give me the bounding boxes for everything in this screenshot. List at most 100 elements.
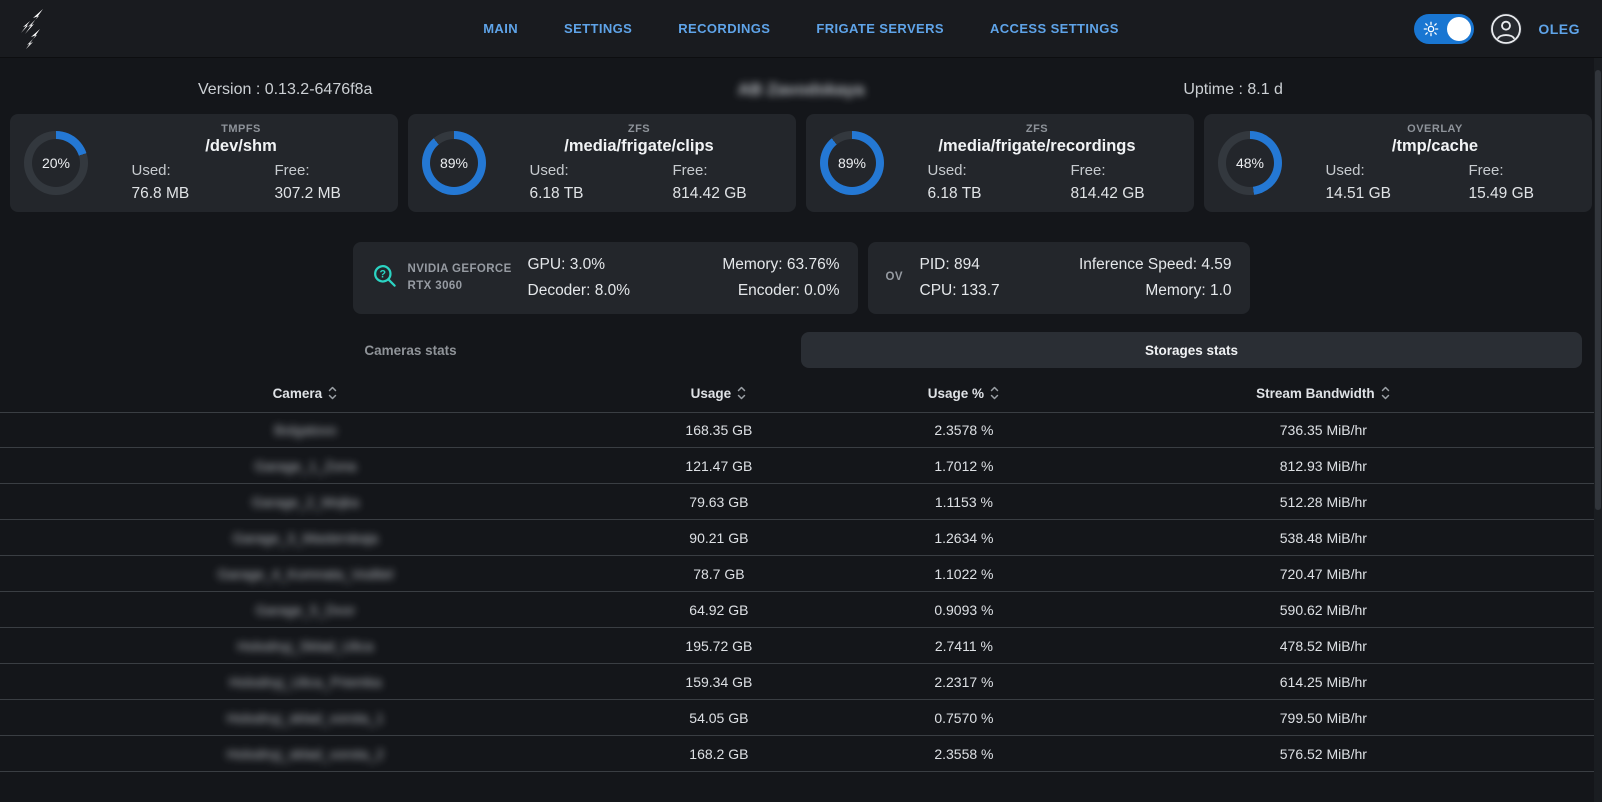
detector-stats-card: OV PID: 894 CPU: 133.7 Inference Speed: 4… xyxy=(867,242,1250,314)
toggle-knob[interactable] xyxy=(1447,16,1472,41)
usage-donut-chart: 48% xyxy=(1218,131,1282,195)
uptime-text: Uptime : 8.1 d xyxy=(1183,81,1283,98)
theme-toggle[interactable] xyxy=(1414,13,1475,44)
storage-cards-row: 20% TMPFS /dev/shm Used: 76.8 MB Free: 3… xyxy=(10,114,1592,212)
bandwidth-cell: 614.25 MiB/hr xyxy=(1279,673,1367,690)
status-header: Version : 0.13.2-6476f8a AB Zavodskaya U… xyxy=(0,80,1602,100)
site-title-blurred: AB Zavodskaya xyxy=(737,80,865,99)
tab-cameras-stats[interactable]: Cameras stats xyxy=(364,342,457,358)
used-value: 6.18 TB xyxy=(927,185,982,202)
table-row: Garage_2_Mojka 79.63 GB 1.1153 % 512.28 … xyxy=(0,484,1602,520)
camera-name-blurred: Garage_5_Dvor xyxy=(255,601,356,618)
stat-memory-: Memory: 63.76% xyxy=(722,256,840,273)
used-label: Used: xyxy=(1325,162,1365,179)
used-value: 6.18 TB xyxy=(529,185,584,202)
camera-name-blurred: Holodnyj_sklad_vorota_2 xyxy=(226,745,384,762)
table-row: Garage_3_Masterskaja 90.21 GB 1.2634 % 5… xyxy=(0,520,1602,556)
usage-cell: 78.7 GB xyxy=(693,565,745,582)
used-label: Used: xyxy=(927,162,967,179)
mount-path: /media/frigate/clips xyxy=(564,137,714,155)
vertical-scrollbar[interactable] xyxy=(1594,58,1602,802)
camera-name-blurred: Holodnyj_sklad_vorota_1 xyxy=(226,709,384,726)
usage-percent-cell: 1.2634 % xyxy=(934,529,994,546)
column-header-stream-bandwidth[interactable]: Stream Bandwidth xyxy=(1101,384,1546,402)
usage-cell: 90.21 GB xyxy=(689,529,749,546)
stat-decoder-: Decoder: 8.0% xyxy=(527,282,631,299)
mount-path: /media/frigate/recordings xyxy=(938,137,1136,155)
top-right-controls: OLEG xyxy=(1414,12,1580,45)
camera-name-blurred: Garage_2_Mojka xyxy=(251,493,360,510)
usage-cell: 64.92 GB xyxy=(689,601,749,618)
column-header-usage-[interactable]: Usage % xyxy=(827,384,1101,402)
stat-pid-: PID: 894 xyxy=(919,256,980,273)
detector-stats-left: PID: 894 CPU: 133.7 xyxy=(920,256,1000,300)
usage-donut-chart: 89% xyxy=(820,131,884,195)
table-body: Bolgatovo 168.35 GB 2.3578 % 736.35 MiB/… xyxy=(0,412,1602,772)
used-label: Used: xyxy=(131,162,171,179)
free-value: 814.42 GB xyxy=(1070,185,1145,202)
bandwidth-cell: 720.47 MiB/hr xyxy=(1279,565,1367,582)
stat-memory-: Memory: 1.0 xyxy=(1145,282,1232,299)
gpu-name: NVIDIA GEFORCE RTX 3060 xyxy=(407,262,512,292)
bandwidth-cell: 736.35 MiB/hr xyxy=(1279,422,1367,438)
column-label: Usage % xyxy=(927,385,985,401)
nav-link-recordings[interactable]: RECORDINGS xyxy=(678,21,771,36)
column-label: Camera xyxy=(272,385,323,401)
table-row: Holodnyj_Sklad_Ulica 195.72 GB 2.7411 % … xyxy=(0,628,1602,664)
table-row: Holodnyj_sklad_vorota_2 168.2 GB 2.3558 … xyxy=(0,736,1602,772)
camera-name-blurred: Garage_4_Komnata_Voditel xyxy=(217,565,394,582)
bandwidth-cell: 538.48 MiB/hr xyxy=(1279,529,1367,546)
detector-name: OV xyxy=(885,271,903,284)
bandwidth-cell: 576.52 MiB/hr xyxy=(1279,745,1367,762)
bandwidth-cell: 512.28 MiB/hr xyxy=(1279,493,1367,510)
camera-name-blurred: Garage_1_Zona xyxy=(254,457,357,474)
sun-icon xyxy=(1423,21,1439,42)
donut-percent-label: 89% xyxy=(439,155,469,171)
usage-donut-chart: 89% xyxy=(422,131,486,195)
fs-type-label: ZFS xyxy=(1025,123,1049,135)
stat-gpu-: GPU: 3.0% xyxy=(527,256,606,273)
storages-table: Camera Usage Usage % Stream Bandwidth Bolga… xyxy=(0,374,1602,772)
sort-icon xyxy=(737,386,746,400)
bandwidth-cell: 799.50 MiB/hr xyxy=(1279,709,1367,726)
top-nav-bar: MAIN SETTINGS RECORDINGS FRIGATE SERVERS ACC… xyxy=(0,0,1602,58)
storage-card--media-frigate-clips: 89% ZFS /media/frigate/clips Used: 6.18 … xyxy=(408,114,796,212)
usage-cell: 168.35 GB xyxy=(685,422,753,438)
username[interactable]: OLEG xyxy=(1538,20,1580,37)
camera-name-blurred: Garage_3_Masterskaja xyxy=(232,529,379,546)
user-avatar-icon[interactable] xyxy=(1490,12,1523,45)
usage-percent-cell: 2.2317 % xyxy=(934,673,994,690)
tab-storages-stats[interactable]: Storages stats xyxy=(801,332,1582,368)
scrollbar-thumb[interactable] xyxy=(1595,70,1601,510)
used-value: 14.51 GB xyxy=(1325,185,1392,202)
sort-icon xyxy=(990,386,999,400)
stat-cpu-: CPU: 133.7 xyxy=(919,282,1000,299)
camera-name-blurred: Bolgatovo xyxy=(274,422,337,438)
free-label: Free: xyxy=(1070,162,1106,179)
nav-link-frigate-servers[interactable]: FRIGATE SERVERS xyxy=(816,21,944,36)
detector-stats-right: Inference Speed: 4.59 Memory: 1.0 xyxy=(1079,256,1232,300)
camera-name-blurred: Holodnyj_Sklad_Ulica xyxy=(237,637,374,654)
version-text: Version : 0.13.2-6476f8a xyxy=(198,81,373,98)
stats-tabs: Cameras stats Storages stats xyxy=(20,332,1582,368)
nav-link-settings[interactable]: SETTINGS xyxy=(564,21,633,36)
storage-card--media-frigate-recordings: 89% ZFS /media/frigate/recordings Used: … xyxy=(806,114,1194,212)
used-value: 76.8 MB xyxy=(131,185,190,202)
stat-inference-speed-: Inference Speed: 4.59 xyxy=(1078,256,1232,273)
camera-name-blurred: Holodnyj_Ulica_Priemka xyxy=(229,673,382,690)
nav-link-access-settings[interactable]: ACCESS SETTINGS xyxy=(989,21,1119,36)
sort-icon xyxy=(328,386,337,400)
nav-link-main[interactable]: MAIN xyxy=(483,21,519,36)
donut-percent-label: 20% xyxy=(41,155,71,171)
usage-cell: 54.05 GB xyxy=(689,709,749,726)
donut-percent-label: 89% xyxy=(837,155,867,171)
gpu-stats-card: ? NVIDIA GEFORCE RTX 3060 GPU: 3.0% Decod… xyxy=(352,242,858,314)
mount-path: /dev/shm xyxy=(205,137,277,155)
storage-card--dev-shm: 20% TMPFS /dev/shm Used: 76.8 MB Free: 3… xyxy=(10,114,398,212)
free-value: 307.2 MB xyxy=(274,185,341,202)
table-row: Holodnyj_Ulica_Priemka 159.34 GB 2.2317 … xyxy=(0,664,1602,700)
column-header-camera[interactable]: Camera xyxy=(0,384,611,402)
column-header-usage[interactable]: Usage xyxy=(611,384,827,402)
storage-card--tmp-cache: 48% OVERLAY /tmp/cache Used: 14.51 GB Fr… xyxy=(1204,114,1592,212)
frigate-logo-icon[interactable] xyxy=(16,7,56,56)
